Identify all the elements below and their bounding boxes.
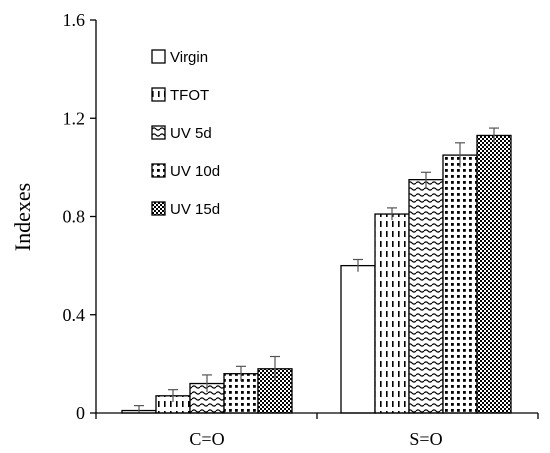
bar-uv-15d-1	[476, 134, 512, 414]
y-tick-label: 1.2	[63, 108, 86, 128]
bar-tfot-1	[374, 213, 410, 414]
y-tick-label: 0	[76, 403, 85, 423]
bar-uv-5d-1	[408, 179, 444, 414]
legend-swatch	[151, 125, 166, 140]
x-category-label: C=O	[189, 429, 224, 449]
legend-swatch	[151, 49, 166, 64]
y-axis-title: Indexes	[10, 183, 35, 251]
legend-swatch	[151, 87, 166, 102]
legend-swatch	[151, 163, 166, 178]
bar-uv-10d-1	[442, 154, 478, 414]
y-tick-label: 0.4	[63, 305, 86, 325]
legend: Virgin TFOT UV 5d UV 10d UV 15d	[151, 49, 220, 218]
legend-label: UV 10d	[170, 163, 220, 180]
axes-layer: 0 0.4 0.8 1.2 1.6 C=O S=O Indexes	[10, 10, 539, 449]
legend-swatch	[151, 201, 166, 216]
y-tick-label: 1.6	[63, 10, 86, 30]
legend-label: UV 15d	[170, 201, 220, 218]
bar-uv-15d-0	[257, 368, 293, 414]
legend-label: Virgin	[170, 49, 208, 66]
bar-virgin-1	[340, 264, 376, 414]
x-category-label: S=O	[409, 429, 442, 449]
bars-layer	[121, 127, 512, 414]
y-tick-label: 0.8	[63, 207, 86, 227]
legend-label: UV 5d	[170, 125, 212, 142]
legend-label: TFOT	[170, 87, 209, 104]
